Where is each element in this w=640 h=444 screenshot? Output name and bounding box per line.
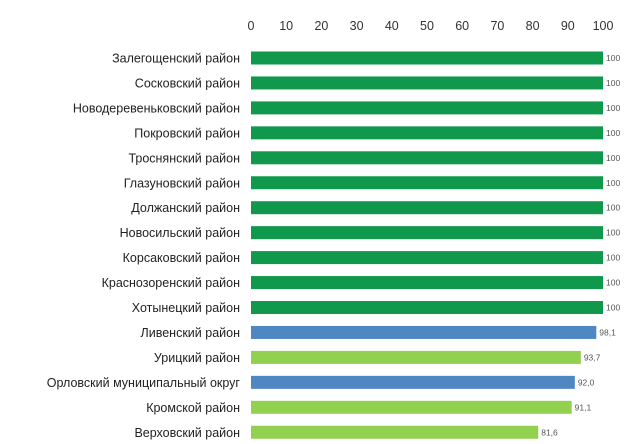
category-labels: Залегощенский район Сосковский район Новод… xyxy=(47,52,241,440)
x-tick-label: 10 xyxy=(279,19,293,33)
bar-value-label: 98,1 xyxy=(599,327,616,337)
bar xyxy=(251,101,603,115)
bar-value-label: 100 xyxy=(606,78,620,88)
bar-value-label: 81,6 xyxy=(541,427,558,437)
bar xyxy=(251,350,581,364)
bar-value-label: 100 xyxy=(606,53,620,63)
category-label: Орловский муниципальный округ xyxy=(47,376,241,390)
bar xyxy=(251,126,603,140)
category-label: Ливенский район xyxy=(141,326,241,340)
bar-value-label: 100 xyxy=(606,228,620,238)
category-label: Верховский район xyxy=(134,426,240,440)
category-label: Корсаковский район xyxy=(123,251,240,265)
bar xyxy=(251,51,603,65)
bar-value-label: 100 xyxy=(606,178,620,188)
category-label: Новодеревеньковский район xyxy=(73,101,240,115)
bar-value-label: 100 xyxy=(606,103,620,113)
bar xyxy=(251,400,572,414)
bar-value-label: 100 xyxy=(606,128,620,138)
bar-value-label: 92,0 xyxy=(578,377,595,387)
bar xyxy=(251,301,603,314)
x-tick-label: 100 xyxy=(593,19,614,33)
x-tick-label: 20 xyxy=(314,19,328,33)
bar-value-label: 100 xyxy=(606,303,620,313)
bar-value-label: 100 xyxy=(606,253,620,263)
bars xyxy=(251,51,603,439)
bar xyxy=(251,226,603,240)
bar xyxy=(251,375,575,389)
bar xyxy=(251,151,603,165)
bar-value-label: 100 xyxy=(606,203,620,213)
bar xyxy=(251,76,603,90)
x-tick-label: 80 xyxy=(526,19,540,33)
x-tick-label: 0 xyxy=(248,19,255,33)
bar-value-label: 100 xyxy=(606,278,620,288)
x-tick-label: 60 xyxy=(455,19,469,33)
bar xyxy=(251,201,603,215)
x-tick-label: 90 xyxy=(561,19,575,33)
bar xyxy=(251,425,539,439)
x-tick-label: 70 xyxy=(490,19,504,33)
x-tick-label: 30 xyxy=(350,19,364,33)
bar-value-label: 91,1 xyxy=(575,402,592,412)
category-label: Должанский район xyxy=(131,201,240,215)
category-label: Залегощенский район xyxy=(112,52,240,66)
category-label: Глазуновский район xyxy=(124,176,240,190)
bar-value-label: 100 xyxy=(606,153,620,163)
category-label: Новосильский район xyxy=(120,226,240,240)
bar xyxy=(251,251,603,265)
bar xyxy=(251,276,603,290)
category-label: Хотынецкий район xyxy=(132,301,240,315)
x-tick-label: 40 xyxy=(385,19,399,33)
category-label: Урицкий район xyxy=(154,351,240,365)
category-label: Сосковский район xyxy=(135,76,240,90)
category-label: Покровский район xyxy=(134,126,240,140)
bar-value-label: 93,7 xyxy=(584,352,601,362)
category-label: Троснянский район xyxy=(128,151,240,165)
x-tick-label: 50 xyxy=(420,19,434,33)
category-label: Краснозоренский район xyxy=(102,276,240,290)
bar xyxy=(251,176,603,190)
category-label: Кромской район xyxy=(146,401,240,415)
data-labels: 100 100 100 100 100 100 100 100 100 100 100 98,1 93,… xyxy=(541,53,620,437)
x-axis-ticks: 0 10 20 30 40 50 60 70 80 90 100 xyxy=(248,19,614,33)
bar xyxy=(251,325,597,339)
